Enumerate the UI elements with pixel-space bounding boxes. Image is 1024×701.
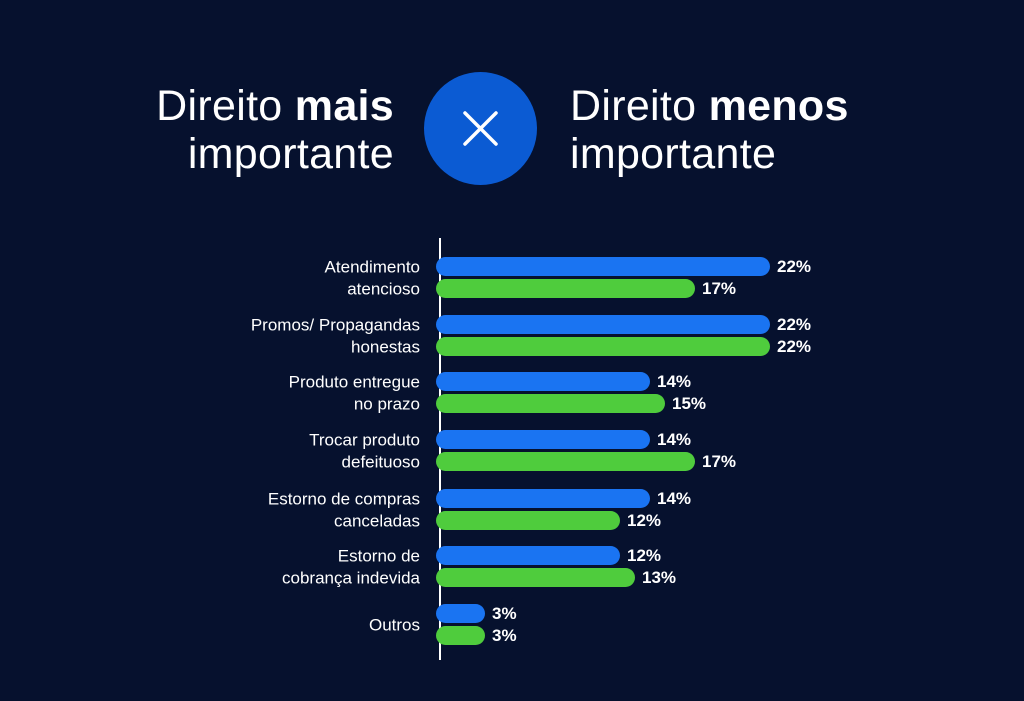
data-label: 3%: [492, 626, 517, 645]
data-label: 15%: [672, 394, 706, 413]
bar-more-important: [436, 546, 620, 565]
category-label: Promos/ Propagandas: [251, 316, 420, 335]
category-label: canceladas: [334, 512, 420, 531]
category-label: no prazo: [354, 395, 420, 414]
category-label: Trocar produto: [309, 431, 420, 450]
category-label: Estorno de: [338, 547, 420, 566]
data-label: 14%: [657, 372, 691, 391]
category-label: Atendimento: [325, 258, 420, 277]
bar-more-important: [436, 489, 650, 508]
data-label: 17%: [702, 279, 736, 298]
bar-more-important: [436, 315, 770, 334]
bar-less-important: [436, 394, 665, 413]
bar-less-important: [436, 626, 485, 645]
bar-more-important: [436, 372, 650, 391]
category-label: Produto entregue: [289, 373, 420, 392]
bar-more-important: [436, 430, 650, 449]
data-label: 14%: [657, 430, 691, 449]
bar-less-important: [436, 452, 695, 471]
category-label: honestas: [351, 338, 420, 357]
data-label: 14%: [657, 489, 691, 508]
category-label: defeituoso: [342, 453, 420, 472]
bar-less-important: [436, 337, 770, 356]
data-label: 3%: [492, 604, 517, 623]
bar-less-important: [436, 568, 635, 587]
data-label: 12%: [627, 511, 661, 530]
category-label: Outros: [369, 616, 420, 635]
data-label: 22%: [777, 337, 811, 356]
data-label: 22%: [777, 257, 811, 276]
category-label: Estorno de compras: [268, 490, 420, 509]
data-label: 13%: [642, 568, 676, 587]
bar-less-important: [436, 511, 620, 530]
category-label: cobrança indevida: [282, 569, 421, 588]
bar-less-important: [436, 279, 695, 298]
data-label: 22%: [777, 315, 811, 334]
data-label: 17%: [702, 452, 736, 471]
data-label: 12%: [627, 546, 661, 565]
bar-more-important: [436, 257, 770, 276]
bar-more-important: [436, 604, 485, 623]
category-label: atencioso: [347, 280, 420, 299]
